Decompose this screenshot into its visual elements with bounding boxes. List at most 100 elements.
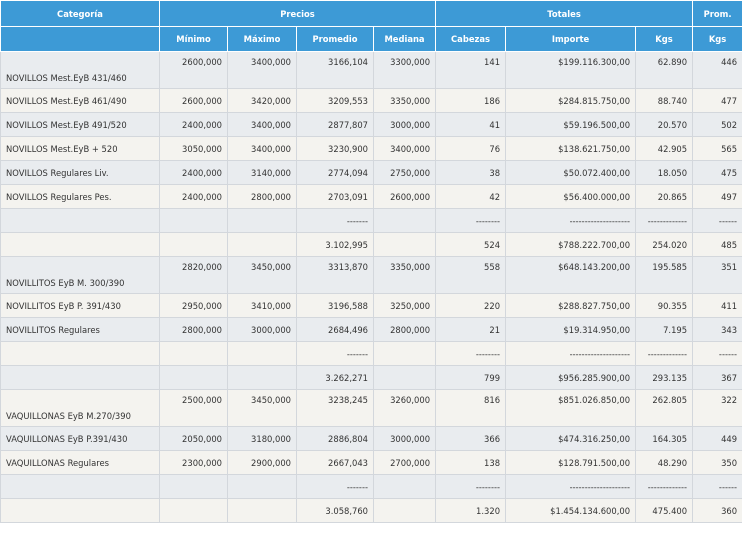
cell-prom-kgs: 322 xyxy=(692,389,742,427)
cell-prom-kgs: 502 xyxy=(692,112,742,137)
header-precios: Precios xyxy=(158,0,437,27)
cell-prom-kgs: 475 xyxy=(692,160,742,185)
cell-prom-kgs: 367 xyxy=(692,365,742,390)
cell-maximo: 3410,000 xyxy=(227,293,297,318)
cell-categoria xyxy=(0,474,160,499)
table-row: NOVILLOS Mest.EyB 491/520 2400,000 3400,00… xyxy=(0,112,742,137)
cell-kgs: 254.020 xyxy=(635,232,694,257)
cell-mediana: 3400,000 xyxy=(372,136,437,161)
cell-promedio: 2886,804 xyxy=(296,426,374,451)
cell-kgs: ------------- xyxy=(635,341,694,366)
cell-maximo: 3400,000 xyxy=(227,136,297,161)
cell-prom-kgs: 497 xyxy=(692,184,742,209)
cell-maximo: 3420,000 xyxy=(227,88,297,113)
cell-kgs: 18.050 xyxy=(635,160,694,185)
cell-importe: $1.454.134.600,00 xyxy=(505,498,637,523)
header-categoria: Categoría xyxy=(0,0,160,27)
cell-mediana xyxy=(372,498,437,523)
header-importe: Importe xyxy=(505,26,637,52)
cell-prom-kgs: 446 xyxy=(692,51,742,89)
cell-mediana: 3000,000 xyxy=(372,112,437,137)
cell-importe: -------------------- xyxy=(505,474,637,499)
cell-kgs: ------------- xyxy=(635,474,694,499)
table-body: NOVILLOS Mest.EyB 431/460 2600,000 3400,00… xyxy=(0,51,742,523)
cell-promedio: 2703,091 xyxy=(296,184,374,209)
cell-mediana: 3260,000 xyxy=(372,389,437,427)
cell-promedio: 3.058,760 xyxy=(296,498,374,523)
cell-kgs: 42.905 xyxy=(635,136,694,161)
cell-minimo: 2820,000 xyxy=(159,256,228,294)
cell-kgs: 475.400 xyxy=(635,498,694,523)
cell-promedio: 3230,900 xyxy=(296,136,374,161)
cell-importe: $788.222.700,00 xyxy=(505,232,637,257)
cell-prom-kgs: 485 xyxy=(692,232,742,257)
cell-promedio: 3209,553 xyxy=(296,88,374,113)
cell-maximo: 3450,000 xyxy=(227,389,297,427)
cell-cabezas: 186 xyxy=(435,88,507,113)
cell-mediana: 3300,000 xyxy=(372,51,437,89)
cell-kgs: 90.355 xyxy=(635,293,694,318)
cell-kgs: 293.135 xyxy=(635,365,694,390)
cell-kgs: 88.740 xyxy=(635,88,694,113)
cell-importe: $50.072.400,00 xyxy=(505,160,637,185)
cell-mediana: 2800,000 xyxy=(372,317,437,342)
cell-kgs: 195.585 xyxy=(635,256,694,294)
cell-cabezas: 816 xyxy=(435,389,507,427)
cell-maximo: 3450,000 xyxy=(227,256,297,294)
cell-importe: $56.400.000,00 xyxy=(505,184,637,209)
cell-minimo: 2500,000 xyxy=(159,389,228,427)
cell-minimo xyxy=(159,232,228,257)
cell-importe: -------------------- xyxy=(505,341,637,366)
cell-cabezas: 1.320 xyxy=(435,498,507,523)
cell-categoria: NOVILLOS Mest.EyB 491/520 xyxy=(0,112,160,137)
cell-minimo: 2050,000 xyxy=(159,426,228,451)
cell-minimo: 2400,000 xyxy=(159,112,228,137)
cell-minimo xyxy=(159,474,228,499)
cell-maximo: 3140,000 xyxy=(227,160,297,185)
cell-cabezas: 558 xyxy=(435,256,507,294)
cell-categoria xyxy=(0,498,160,523)
cell-prom-kgs: 411 xyxy=(692,293,742,318)
cell-promedio: ------- xyxy=(296,208,374,233)
header-mediana: Mediana xyxy=(372,26,437,52)
cell-maximo xyxy=(227,498,297,523)
cell-importe: $59.196.500,00 xyxy=(505,112,637,137)
cell-kgs: 164.305 xyxy=(635,426,694,451)
cell-cabezas: 41 xyxy=(435,112,507,137)
cell-categoria: NOVILLITOS EyB P. 391/430 xyxy=(0,293,160,318)
table-row: VAQUILLONAS EyB M.270/390 2500,000 3450,00… xyxy=(0,389,742,427)
cell-categoria: NOVILLOS Regulares Liv. xyxy=(0,160,160,185)
cell-prom-kgs: 360 xyxy=(692,498,742,523)
cell-importe: $288.827.750,00 xyxy=(505,293,637,318)
cell-mediana: 3350,000 xyxy=(372,256,437,294)
cell-categoria xyxy=(0,208,160,233)
cell-categoria: NOVILLOS Mest.EyB 431/460 xyxy=(0,51,160,89)
cell-maximo: 2800,000 xyxy=(227,184,297,209)
cell-prom-kgs: ------ xyxy=(692,474,742,499)
table-row: VAQUILLONAS Regulares 2300,000 2900,000 266… xyxy=(0,450,742,475)
table-row: NOVILLOS Mest.EyB + 520 3050,000 3400,000 3… xyxy=(0,136,742,161)
cell-cabezas: -------- xyxy=(435,474,507,499)
cell-minimo xyxy=(159,208,228,233)
cell-promedio: 2877,807 xyxy=(296,112,374,137)
cell-maximo xyxy=(227,341,297,366)
cell-maximo: 3400,000 xyxy=(227,51,297,89)
cell-importe: $956.285.900,00 xyxy=(505,365,637,390)
cell-promedio: 3166,104 xyxy=(296,51,374,89)
cell-prom-kgs: ------ xyxy=(692,208,742,233)
cell-categoria xyxy=(0,365,160,390)
table-row: NOVILLITOS EyB M. 300/390 2820,000 3450,00… xyxy=(0,256,742,294)
header-minimo: Mínimo xyxy=(159,26,228,52)
cell-promedio: 3.102,995 xyxy=(296,232,374,257)
header-totales: Totales xyxy=(435,0,694,27)
cell-promedio: 2774,094 xyxy=(296,160,374,185)
cell-importe: $138.621.750,00 xyxy=(505,136,637,161)
table-row: NOVILLITOS Regulares 2800,000 3000,000 2684… xyxy=(0,317,742,342)
table-row: NOVILLOS Regulares Liv. 2400,000 3140,000 2… xyxy=(0,160,742,185)
table-row: NOVILLOS Mest.EyB 431/460 2600,000 3400,00… xyxy=(0,51,742,89)
cell-cabezas: 366 xyxy=(435,426,507,451)
cell-cabezas: 220 xyxy=(435,293,507,318)
header-maximo: Máximo xyxy=(227,26,297,52)
cell-promedio: ------- xyxy=(296,341,374,366)
cell-mediana: 3250,000 xyxy=(372,293,437,318)
